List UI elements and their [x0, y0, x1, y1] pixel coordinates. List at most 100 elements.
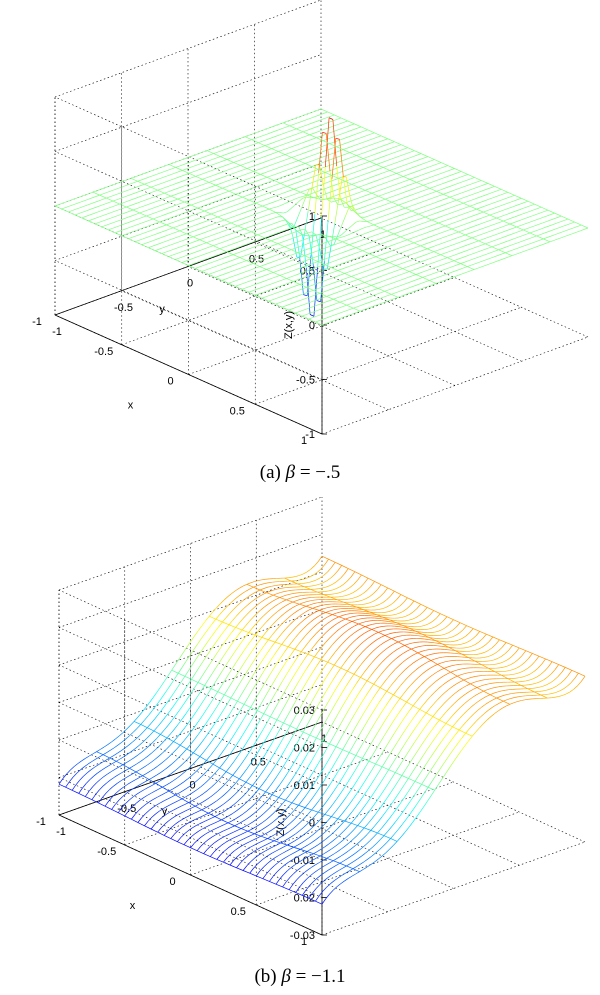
undefined-mesh-segment: [497, 253, 502, 256]
undefined-mesh-segment: [430, 272, 435, 276]
undefined-mesh-segment: [258, 184, 263, 187]
undefined-z-tick-label: 0.02: [294, 893, 315, 905]
undefined-mesh-segment: [179, 250, 184, 253]
undefined-mesh-segment: [354, 656, 359, 662]
undefined-mesh-segment: [295, 738, 300, 746]
undefined-mesh-segment: [278, 236, 283, 239]
undefined-mesh-segment: [293, 595, 298, 598]
undefined-mesh-segment: [203, 258, 208, 261]
undefined-mesh-segment: [289, 124, 294, 127]
undefined-mesh-segment: [268, 185, 273, 188]
undefined-mesh-segment: [335, 237, 340, 240]
undefined-mesh-segment: [492, 196, 497, 199]
undefined-mesh-segment: [501, 189, 509, 193]
undefined-mesh-segment: [262, 161, 267, 164]
undefined-mesh-segment: [239, 147, 244, 150]
undefined-mesh-segment: [236, 251, 241, 254]
undefined-mesh-segment: [219, 610, 224, 615]
undefined-mesh-segment: [100, 187, 105, 190]
undefined-mesh-segment: [125, 189, 130, 192]
undefined-mesh-segment: [389, 168, 394, 171]
undefined-mesh-segment: [454, 168, 462, 172]
undefined-mesh-segment: [337, 565, 343, 571]
undefined-mesh-segment: [294, 268, 300, 271]
undefined-mesh-segment: [485, 243, 493, 248]
undefined-mesh-segment: [345, 207, 350, 217]
undefined-mesh-segment: [322, 131, 327, 134]
undefined-mesh-segment: [210, 682, 216, 689]
undefined-mesh-segment: [84, 763, 89, 767]
undefined-mesh-segment: [435, 623, 440, 627]
undefined-mesh-segment: [296, 622, 301, 627]
undefined-tick-labels: 0.030.020.010-0.010.02-0.0310.50-0.5-1-1…: [36, 705, 327, 948]
undefined-mesh-segment: [385, 240, 390, 243]
undefined-mesh-segment: [470, 241, 475, 244]
undefined-mesh-segment: [367, 306, 372, 309]
undefined-mesh-segment: [194, 720, 200, 727]
undefined-mesh-segment: [222, 164, 227, 167]
undefined-mesh-segment: [359, 593, 364, 596]
undefined-mesh-segment: [443, 192, 448, 195]
undefined-mesh-segment: [345, 617, 350, 620]
undefined-mesh-segment: [228, 283, 236, 287]
undefined-mesh-segment: [295, 312, 303, 317]
undefined-mesh-segment: [182, 170, 190, 174]
undefined-mesh-segment: [281, 219, 286, 222]
undefined-mesh-segment: [293, 712, 298, 720]
undefined-mesh-segment: [166, 684, 172, 691]
undefined-mesh-segment: [265, 165, 270, 168]
undefined-mesh-segment: [351, 247, 357, 250]
undefined-mesh-segment: [427, 268, 432, 271]
undefined-mesh-segment: [218, 231, 223, 234]
undefined-mesh-segment: [134, 241, 142, 245]
undefined-mesh-segment: [372, 185, 377, 188]
undefined-mesh-segment: [206, 176, 211, 179]
undefined-mesh-segment: [397, 144, 402, 147]
undefined-mesh-segment: [485, 193, 490, 196]
undefined-mesh-segment: [426, 614, 431, 619]
undefined-mesh-segment: [344, 181, 352, 185]
undefined-mesh-segment: [94, 223, 102, 228]
undefined-mesh-segment: [298, 160, 306, 164]
undefined-mesh-segment: [262, 819, 267, 823]
undefined-mesh-segment: [275, 280, 280, 283]
undefined-mesh-segment: [190, 843, 195, 848]
undefined-mesh-segment: [195, 268, 202, 272]
undefined-mesh-segment: [264, 690, 269, 698]
undefined-mesh-segment: [252, 175, 257, 178]
undefined-x-axis-label: x: [128, 400, 134, 412]
undefined-mesh-segment: [260, 280, 265, 283]
undefined-mesh-segment: [218, 725, 223, 732]
undefined-mesh-segment: [398, 617, 402, 619]
undefined-mesh-segment: [451, 184, 456, 187]
undefined-mesh-segment: [351, 160, 356, 164]
undefined-mesh-segment: [315, 298, 320, 301]
undefined-mesh-segment: [242, 810, 248, 815]
undefined-mesh-segment: [284, 201, 289, 205]
undefined-mesh-segment: [335, 616, 340, 619]
undefined-mesh-segment: [113, 753, 118, 756]
undefined-y-tick-label: -0.5: [114, 302, 133, 314]
undefined-mesh-segment: [92, 217, 97, 220]
undefined-mesh-segment: [316, 244, 321, 247]
undefined-mesh-segment: [377, 265, 382, 268]
undefined-mesh-segment: [474, 262, 479, 265]
undefined-mesh-segment: [450, 640, 455, 643]
undefined-mesh-segment: [426, 231, 431, 234]
undefined-mesh-segment: [466, 178, 471, 181]
undefined-mesh-segment: [539, 238, 544, 241]
undefined-mesh-segment: [199, 151, 204, 154]
undefined-mesh-segment: [326, 628, 331, 633]
undefined-mesh-segment: [566, 223, 571, 226]
undefined-mesh-segment: [216, 647, 221, 654]
undefined-mesh-segment: [282, 599, 287, 602]
undefined-mesh-segment: [160, 681, 165, 688]
undefined-mesh-segment: [245, 264, 250, 267]
undefined-mesh-segment: [299, 673, 304, 681]
undefined-mesh-segment: [280, 159, 285, 163]
undefined-mesh-segment: [284, 699, 289, 707]
undefined-mesh-segment: [101, 767, 106, 771]
undefined-mesh-segment: [285, 220, 291, 228]
undefined-mesh-segment: [186, 814, 191, 818]
undefined-mesh-segment: [324, 616, 329, 619]
